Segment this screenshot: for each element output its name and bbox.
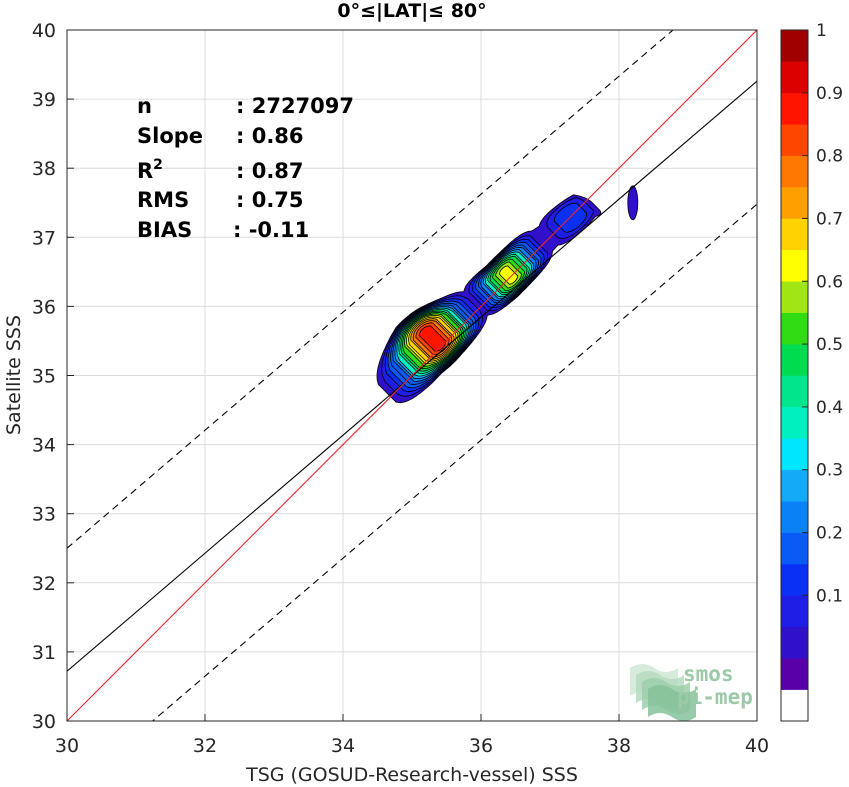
y-tick-label: 31 xyxy=(32,642,56,664)
y-tick-label: 40 xyxy=(32,20,56,42)
colorbar-segment xyxy=(781,626,808,659)
y-tick-label: 36 xyxy=(32,296,56,318)
colorbar-segment xyxy=(781,187,808,219)
colorbar-segment xyxy=(781,249,808,282)
colorbar-tick-label: 0.3 xyxy=(816,461,843,481)
colorbar-tick-label: 0.2 xyxy=(816,524,843,544)
stat-value: : 0.75 xyxy=(236,188,304,212)
x-tick-label: 40 xyxy=(745,735,769,757)
stat-label: RMS xyxy=(137,188,189,212)
x-tick-label: 38 xyxy=(607,735,631,757)
stat-value: : 0.87 xyxy=(236,159,304,183)
y-tick-label: 34 xyxy=(32,435,56,457)
colorbar-segment xyxy=(781,689,808,722)
colorbar-segment xyxy=(781,658,808,690)
colorbar-segment xyxy=(781,532,808,565)
chart-title: 0°≤|LAT|≤ 80° xyxy=(337,0,486,22)
colorbar-segment xyxy=(781,92,808,125)
logo-wave-icon xyxy=(648,685,696,721)
colorbar-tick-label: 1 xyxy=(816,21,827,41)
density-contour-level xyxy=(498,265,519,285)
stat-label: R2 xyxy=(137,157,163,183)
x-tick-label: 32 xyxy=(193,735,217,757)
y-tick-label: 32 xyxy=(32,573,56,595)
colorbar-segment xyxy=(781,155,808,188)
y-tick-label: 37 xyxy=(32,227,56,249)
density-outlier-blob xyxy=(627,185,639,221)
x-tick-label: 36 xyxy=(469,735,493,757)
x-axis-label: TSG (GOSUD-Research-vessel) SSS xyxy=(245,764,578,786)
colorbar-tick-label: 0.8 xyxy=(816,147,843,167)
y-axis-label: Satellite SSS xyxy=(3,315,25,435)
colorbar-tick-label: 0.9 xyxy=(816,84,843,104)
y-tick-label: 38 xyxy=(32,158,56,180)
x-tick-label: 30 xyxy=(55,735,79,757)
colorbar-tick-label: 0.6 xyxy=(816,272,843,292)
y-tick-label: 35 xyxy=(32,366,56,388)
y-tick-label: 39 xyxy=(32,89,56,111)
stat-label: BIAS xyxy=(137,218,192,242)
x-axis: 30 32 34 36 38 40 xyxy=(55,714,769,757)
colorbar-segment xyxy=(781,281,808,313)
colorbar-segment xyxy=(781,469,808,502)
colorbar-segment xyxy=(781,218,808,251)
colorbar-segment xyxy=(781,30,808,62)
colorbar-segment xyxy=(781,595,808,628)
colorbar-segment xyxy=(781,61,808,94)
colorbar-tick-label: 0.1 xyxy=(816,586,843,606)
stat-label: n xyxy=(137,94,152,118)
colorbar-tick-label: 0.7 xyxy=(816,209,843,229)
colorbar-segment xyxy=(781,563,808,596)
colorbar-segment xyxy=(781,344,808,376)
colorbar-tick-label: 0.5 xyxy=(816,335,843,355)
colorbar-segment xyxy=(781,312,808,345)
colorbar-segment xyxy=(781,406,808,439)
stat-label: Slope xyxy=(137,124,203,148)
colorbar-segment xyxy=(781,124,808,156)
colorbar-frame xyxy=(780,29,809,722)
upper-dashed-line xyxy=(67,30,674,549)
colorbar-segment xyxy=(781,375,808,408)
stat-value: : 2727097 xyxy=(236,94,354,118)
logo-text-line1: smos xyxy=(683,662,734,686)
lower-dashed-line xyxy=(151,203,757,721)
stat-value: : 0.86 xyxy=(236,124,304,148)
colorbar-tick-label: 0.4 xyxy=(816,398,843,418)
y-axis: 30 31 32 33 34 35 36 37 38 39 40 xyxy=(32,20,74,733)
stat-value: : -0.11 xyxy=(233,218,309,242)
regression-lines xyxy=(67,30,757,721)
colorbar-segment xyxy=(781,501,808,533)
logo-text-line2: pi-mep xyxy=(677,685,753,709)
identity-line xyxy=(67,30,757,721)
grid xyxy=(66,29,758,722)
y-tick-label: 30 xyxy=(32,711,56,733)
y-tick-label: 33 xyxy=(32,504,56,526)
x-tick-label: 34 xyxy=(331,735,355,757)
stats-box: n : 2727097 Slope : 0.86 R2 : 0.87 RMS : 0.75 BI… xyxy=(137,94,354,242)
colorbar-segment xyxy=(781,438,808,471)
colorbar: 0.1 0.2 0.3 0.4 0.5 0.6 0.7 0.8 0.9 1 xyxy=(780,21,843,722)
